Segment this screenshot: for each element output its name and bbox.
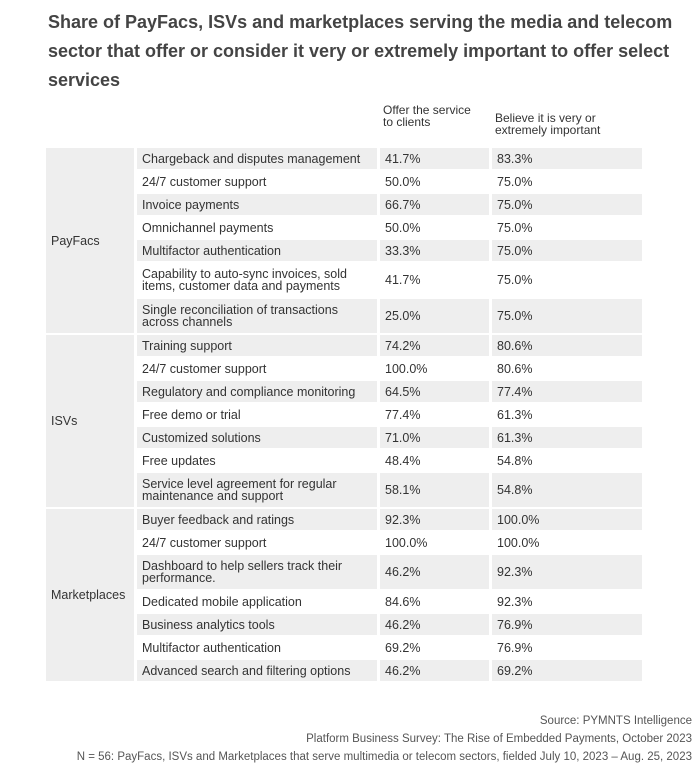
- source-line: Source: PYMNTS Intelligence: [539, 715, 692, 727]
- table-row: Single reconciliation of transactions ac…: [46, 299, 642, 335]
- service-cell: Chargeback and disputes management: [137, 148, 380, 171]
- service-cell: Business analytics tools: [137, 614, 380, 637]
- table-row: Multifactor authentication 33.3% 75.0%: [46, 240, 642, 263]
- table-row: Service level agreement for regular main…: [46, 473, 642, 509]
- service-cell: Omnichannel payments: [137, 217, 380, 240]
- service-cell: 24/7 customer support: [137, 171, 380, 194]
- table-row: Free updates 48.4% 54.8%: [46, 450, 642, 473]
- service-cell: 24/7 customer support: [137, 532, 380, 555]
- offer-value: 100.0%: [380, 358, 492, 381]
- offer-value: 46.2%: [380, 555, 492, 591]
- table-row: Free demo or trial 77.4% 61.3%: [46, 404, 642, 427]
- table-row: Invoice payments 66.7% 75.0%: [46, 194, 642, 217]
- believe-value: 100.0%: [492, 532, 642, 555]
- believe-value: 75.0%: [492, 299, 642, 335]
- table-row: Regulatory and compliance monitoring 64.5…: [46, 381, 642, 404]
- table-row: PayFacs Chargeback and disputes managemen…: [46, 148, 642, 335]
- believe-value: 54.8%: [492, 473, 642, 509]
- service-cell: Service level agreement for regular main…: [137, 473, 380, 509]
- believe-value: 76.9%: [492, 637, 642, 660]
- offer-value: 33.3%: [380, 240, 492, 263]
- believe-value: 100.0%: [492, 509, 642, 532]
- service-cell: Training support: [137, 335, 380, 358]
- table-row: Dashboard to help sellers track their pe…: [46, 555, 642, 591]
- column-header-offer: Offer the service to clients: [383, 103, 471, 129]
- service-cell: Multifactor authentication: [137, 240, 380, 263]
- offer-value: 69.2%: [380, 637, 492, 660]
- table-row: 24/7 customer support 100.0% 80.6%: [46, 358, 642, 381]
- table-row: Capability to auto-sync invoices, sold i…: [46, 263, 642, 299]
- believe-value: 54.8%: [492, 450, 642, 473]
- service-cell: Invoice payments: [137, 194, 380, 217]
- group-label: PayFacs: [46, 148, 137, 335]
- offer-value: 50.0%: [380, 217, 492, 240]
- believe-value: 80.6%: [492, 358, 642, 381]
- believe-value: 61.3%: [492, 404, 642, 427]
- table-row: 24/7 customer support 100.0% 100.0%: [46, 532, 642, 555]
- table-row: Customized solutions 71.0% 61.3%: [46, 427, 642, 450]
- service-cell: 24/7 customer support: [137, 358, 380, 381]
- offer-value: 66.7%: [380, 194, 492, 217]
- service-cell: Single reconciliation of transactions ac…: [137, 299, 380, 335]
- offer-value: 41.7%: [380, 263, 492, 299]
- offer-value: 84.6%: [380, 591, 492, 614]
- believe-value: 76.9%: [492, 614, 642, 637]
- service-cell: Regulatory and compliance monitoring: [137, 381, 380, 404]
- believe-value: 75.0%: [492, 171, 642, 194]
- believe-value: 92.3%: [492, 555, 642, 591]
- believe-value: 92.3%: [492, 591, 642, 614]
- offer-value: 50.0%: [380, 171, 492, 194]
- believe-value: 75.0%: [492, 194, 642, 217]
- offer-value: 64.5%: [380, 381, 492, 404]
- service-cell: Dashboard to help sellers track their pe…: [137, 555, 380, 591]
- offer-value: 25.0%: [380, 299, 492, 335]
- column-header-believe: Believe it is very or extremely importan…: [495, 111, 601, 137]
- offer-value: 92.3%: [380, 509, 492, 532]
- offer-value: 77.4%: [380, 404, 492, 427]
- believe-value: 77.4%: [492, 381, 642, 404]
- offer-value: 100.0%: [380, 532, 492, 555]
- table-row: Dedicated mobile application 84.6% 92.3%: [46, 591, 642, 614]
- believe-value: 75.0%: [492, 240, 642, 263]
- data-table: PayFacs Chargeback and disputes managemen…: [46, 148, 642, 683]
- believe-value: 75.0%: [492, 217, 642, 240]
- offer-value: 71.0%: [380, 427, 492, 450]
- service-cell: Multifactor authentication: [137, 637, 380, 660]
- offer-value: 74.2%: [380, 335, 492, 358]
- believe-value: 83.3%: [492, 148, 642, 171]
- survey-line: Platform Business Survey: The Rise of Em…: [306, 733, 692, 745]
- table-row: 24/7 customer support 50.0% 75.0%: [46, 171, 642, 194]
- offer-value: 41.7%: [380, 148, 492, 171]
- table-row: Advanced search and filtering options 46.…: [46, 660, 642, 683]
- source-block: Source: PYMNTS Intelligence Platform Bus…: [12, 712, 692, 766]
- service-cell: Dedicated mobile application: [137, 591, 380, 614]
- believe-value: 80.6%: [492, 335, 642, 358]
- service-cell: Free demo or trial: [137, 404, 380, 427]
- service-cell: Free updates: [137, 450, 380, 473]
- group-label: Marketplaces: [46, 509, 137, 683]
- offer-value: 46.2%: [380, 660, 492, 683]
- believe-value: 75.0%: [492, 263, 642, 299]
- offer-value: 46.2%: [380, 614, 492, 637]
- table-row: Business analytics tools 46.2% 76.9%: [46, 614, 642, 637]
- service-cell: Buyer feedback and ratings: [137, 509, 380, 532]
- believe-value: 69.2%: [492, 660, 642, 683]
- table-row: Marketplaces Buyer feedback and ratings 92…: [46, 509, 642, 683]
- offer-value: 48.4%: [380, 450, 492, 473]
- service-cell: Advanced search and filtering options: [137, 660, 380, 683]
- service-cell: Capability to auto-sync invoices, sold i…: [137, 263, 380, 299]
- table-row: Multifactor authentication 69.2% 76.9%: [46, 637, 642, 660]
- table-row: ISVs Training support 74.2% 80.6%: [46, 335, 642, 509]
- group-label: ISVs: [46, 335, 137, 509]
- believe-value: 61.3%: [492, 427, 642, 450]
- offer-value: 58.1%: [380, 473, 492, 509]
- chart-title: Share of PayFacs, ISVs and marketplaces …: [48, 12, 673, 90]
- sample-note: N = 56: PayFacs, ISVs and Marketplaces t…: [76, 751, 692, 763]
- service-cell: Customized solutions: [137, 427, 380, 450]
- table-row: Omnichannel payments 50.0% 75.0%: [46, 217, 642, 240]
